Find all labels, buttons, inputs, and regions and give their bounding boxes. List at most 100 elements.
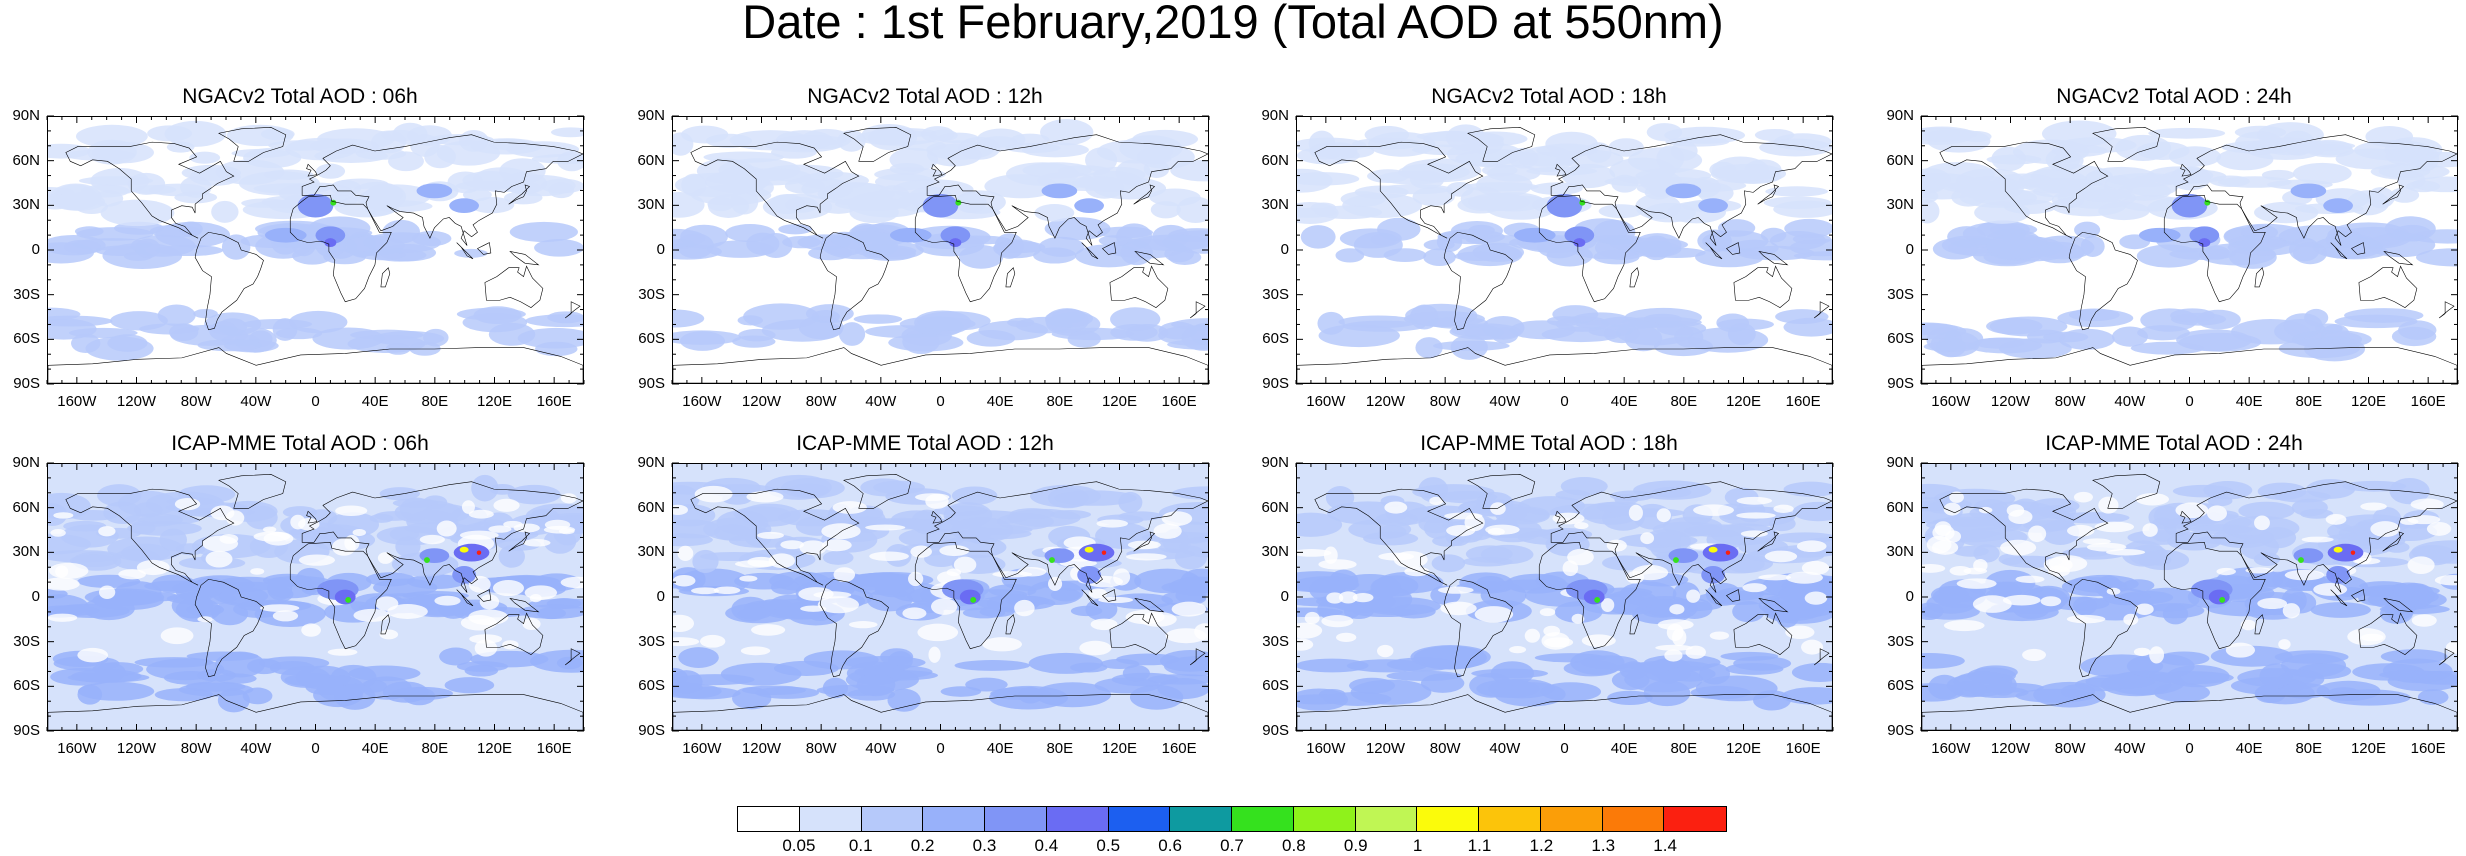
lat-label: 0 [656, 241, 665, 258]
lat-label: 60N [637, 498, 665, 516]
lon-label: 160E [1161, 393, 1197, 410]
colorbar-label: 0.9 [1343, 836, 1368, 855]
lat-label: 60S [1887, 677, 1914, 695]
aod-blobs [48, 474, 583, 713]
lat-label: 90S [638, 375, 665, 392]
map-panel: ICAP-MME Total AOD : 24h 90N 60N 30N 0 30S 60S… [1874, 432, 2466, 757]
axis-ticks [671, 115, 1210, 385]
aod-blobs [1297, 123, 1832, 360]
lon-label: 160W [57, 740, 97, 757]
main-title: Date : 1st February,2019 (Total AOD at 5… [742, 0, 1724, 48]
map-frame [1921, 116, 2458, 384]
lat-label: 60S [13, 330, 40, 348]
lat-label: 60N [12, 151, 40, 169]
lon-label: 40E [986, 393, 1014, 410]
map-frame [1296, 116, 1833, 384]
aod-field [1922, 464, 2457, 730]
lon-label: 0 [1560, 393, 1569, 410]
lon-label: 40W [240, 740, 272, 757]
colorbar-cell [799, 807, 862, 831]
aod-field [1297, 117, 1832, 383]
lon-label: 120E [476, 393, 513, 410]
lon-label: 0 [936, 393, 945, 410]
axis-ticks [1295, 462, 1834, 732]
lon-label: 40W [1489, 393, 1521, 410]
lat-label: 90S [1262, 375, 1289, 392]
colorbar-cell [861, 807, 924, 831]
lon-label: 40E [2235, 393, 2263, 410]
lat-label: 90S [1262, 722, 1289, 739]
lon-label: 80E [2295, 393, 2323, 410]
axis-ticks [46, 462, 585, 732]
lon-label: 80W [2054, 740, 2086, 757]
coastlines [1297, 474, 1832, 730]
axis-ticks [46, 115, 585, 385]
lat-label: 0 [1280, 241, 1289, 258]
lon-label: 40W [2114, 740, 2146, 757]
lat-label: 30S [1262, 632, 1289, 650]
lon-label: 120E [1725, 740, 1762, 757]
lon-label: 40W [1489, 740, 1521, 757]
colorbar-cell [985, 807, 1047, 831]
lon-label: 160W [682, 740, 722, 757]
lat-label: 0 [1905, 588, 1914, 605]
lat-label: 60N [1886, 151, 1914, 169]
lon-label: 80E [421, 393, 449, 410]
lat-label: 90N [637, 454, 665, 471]
colorbar-label: 0.8 [1282, 836, 1306, 855]
panel-title: NGACv2 Total AOD : 24h [2056, 85, 2292, 108]
colorbar-label: 1.2 [1529, 836, 1554, 855]
map-panel: NGACv2 Total AOD : 18h 90N 60N 30N 0 30S 60S 90… [1249, 85, 1849, 410]
lon-label: 120W [1990, 393, 2031, 410]
colorbar-cell [923, 807, 985, 831]
lat-label: 90N [1261, 454, 1289, 471]
lon-label: 160E [1161, 740, 1197, 757]
lon-label: 160W [1931, 393, 1971, 410]
lat-label: 30S [1262, 285, 1289, 303]
axis-ticks [1295, 115, 1834, 385]
lat-label: 90S [1887, 722, 1914, 739]
colorbar-label: 0.5 [1096, 836, 1121, 855]
lat-label: 0 [31, 241, 40, 258]
axis-ticks [1920, 462, 2459, 732]
coastlines [673, 474, 1208, 730]
aod-blobs [1922, 120, 2457, 362]
panel-title: NGACv2 Total AOD : 06h [182, 85, 418, 108]
lon-label: 120W [1365, 740, 1406, 757]
lon-label: 120E [2350, 740, 2387, 757]
panel-title: ICAP-MME Total AOD : 12h [796, 432, 1054, 455]
aod-blobs [48, 120, 583, 361]
colorbar-cell [1417, 807, 1479, 831]
lon-label: 80E [1046, 393, 1074, 410]
lon-label: 40W [865, 393, 897, 410]
panel-title: ICAP-MME Total AOD : 24h [2045, 432, 2303, 455]
lon-label: 160W [1306, 740, 1346, 757]
panel-title: ICAP-MME Total AOD : 06h [171, 432, 429, 455]
lon-label: 120W [116, 393, 157, 410]
lon-label: 120E [1101, 740, 1138, 757]
lon-label: 160W [1306, 393, 1346, 410]
lat-label: 30S [13, 632, 40, 650]
colorbar-label: 0.05 [782, 836, 816, 855]
colorbar-label: 0.4 [1034, 836, 1059, 855]
aod-blobs [1297, 476, 1832, 711]
lon-label: 80E [1670, 393, 1698, 410]
aod-field [48, 117, 583, 383]
aod-blobs [673, 119, 1208, 355]
lon-label: 40W [240, 393, 272, 410]
lon-label: 160W [1931, 740, 1971, 757]
map-panel: NGACv2 Total AOD : 12h 90N 60N 30N 0 30S 60S 90… [625, 85, 1225, 410]
lat-label: 30S [638, 632, 665, 650]
lat-label: 30N [1886, 543, 1914, 561]
aod-field [673, 117, 1208, 383]
lat-label: 60N [1261, 151, 1289, 169]
coastlines [48, 474, 583, 730]
lon-label: 120W [1365, 393, 1406, 410]
lon-label: 80E [421, 740, 449, 757]
map-panel: ICAP-MME Total AOD : 06h 90N 60N 30N 0 30S 60S… [0, 432, 600, 757]
lat-label: 90N [1886, 107, 1914, 124]
axis-ticks [671, 462, 1210, 732]
lat-label: 30N [637, 543, 665, 561]
lon-label: 0 [936, 740, 945, 757]
lat-label: 30N [12, 196, 40, 214]
